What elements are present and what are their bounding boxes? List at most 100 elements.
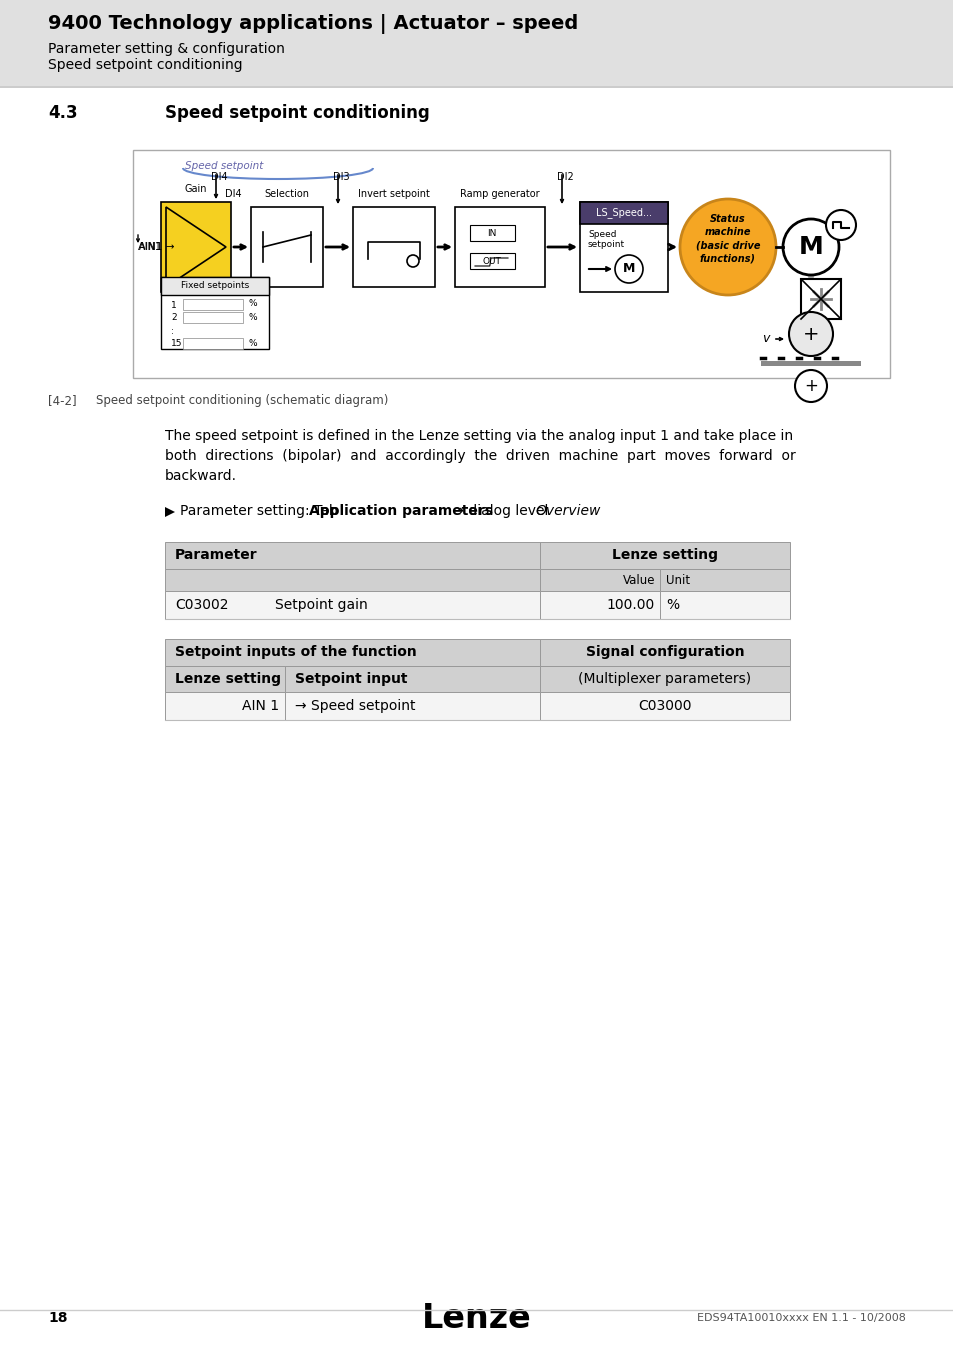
- Circle shape: [782, 219, 838, 275]
- Text: %: %: [665, 598, 679, 612]
- Bar: [161, 277, 269, 350]
- Text: Parameter setting & configuration: Parameter setting & configuration: [48, 42, 285, 55]
- Bar: [801, 279, 841, 319]
- Bar: [470, 225, 515, 242]
- Text: 18: 18: [48, 1311, 68, 1324]
- Text: Speed setpoint conditioning: Speed setpoint conditioning: [165, 104, 429, 122]
- Text: 4.3: 4.3: [48, 104, 77, 122]
- Bar: [165, 666, 285, 693]
- Text: Parameter: Parameter: [174, 548, 257, 562]
- Text: C03000: C03000: [638, 699, 691, 713]
- Bar: [0, 0, 953, 88]
- Bar: [579, 202, 667, 224]
- Circle shape: [825, 211, 855, 240]
- Circle shape: [407, 255, 418, 267]
- Bar: [165, 693, 285, 720]
- Text: DI4: DI4: [225, 189, 241, 198]
- Bar: [470, 252, 515, 269]
- Text: Speed
setpoint: Speed setpoint: [587, 230, 624, 250]
- Bar: [165, 541, 539, 568]
- Text: M: M: [798, 235, 822, 259]
- Text: +: +: [803, 377, 817, 396]
- Circle shape: [794, 370, 826, 402]
- Polygon shape: [165, 508, 174, 517]
- Bar: [539, 591, 659, 620]
- Text: 9400 Technology applications | Actuator – speed: 9400 Technology applications | Actuator …: [48, 14, 578, 34]
- Text: Speed setpoint conditioning (schematic diagram): Speed setpoint conditioning (schematic d…: [96, 394, 388, 406]
- Text: AIN1 →: AIN1 →: [138, 242, 174, 252]
- Circle shape: [615, 255, 642, 284]
- Bar: [539, 541, 789, 568]
- Text: Lenze setting: Lenze setting: [174, 672, 281, 686]
- Text: The speed setpoint is defined in the Lenze setting via the analog input 1 and ta: The speed setpoint is defined in the Len…: [165, 429, 792, 443]
- Text: 15: 15: [171, 339, 182, 348]
- Text: v: v: [761, 332, 769, 346]
- Text: M: M: [622, 262, 635, 275]
- Bar: [353, 207, 435, 288]
- Text: Speed setpoint: Speed setpoint: [185, 161, 263, 171]
- Bar: [539, 568, 659, 591]
- Bar: [659, 591, 789, 620]
- Text: Overview: Overview: [536, 504, 600, 518]
- Text: LS_Speed...: LS_Speed...: [596, 208, 651, 219]
- Text: %: %: [249, 300, 257, 309]
- Bar: [539, 693, 789, 720]
- Text: EDS94TA10010xxxx EN 1.1 - 10/2008: EDS94TA10010xxxx EN 1.1 - 10/2008: [697, 1314, 905, 1323]
- Text: Setpoint input: Setpoint input: [294, 672, 407, 686]
- Text: Gain: Gain: [185, 184, 207, 194]
- Text: :: :: [171, 327, 173, 336]
- Bar: [161, 277, 269, 296]
- Bar: [455, 207, 544, 288]
- Bar: [165, 639, 539, 666]
- Text: +: +: [801, 324, 819, 343]
- Text: Setpoint gain: Setpoint gain: [274, 598, 367, 612]
- Text: %: %: [249, 339, 257, 347]
- Text: DI2: DI2: [557, 171, 573, 182]
- Bar: [183, 312, 243, 323]
- Text: 1: 1: [171, 301, 176, 309]
- Bar: [285, 693, 539, 720]
- Text: Lenze: Lenze: [421, 1301, 532, 1335]
- Text: Application parameters: Application parameters: [309, 504, 493, 518]
- Text: Speed setpoint conditioning: Speed setpoint conditioning: [48, 58, 242, 72]
- Text: Setpoint inputs of the function: Setpoint inputs of the function: [174, 645, 416, 659]
- Bar: [539, 666, 789, 693]
- Text: [4-2]: [4-2]: [48, 394, 76, 406]
- Bar: [251, 207, 323, 288]
- Text: (Multiplexer parameters): (Multiplexer parameters): [578, 672, 751, 686]
- Text: IN: IN: [487, 228, 497, 238]
- Bar: [161, 202, 231, 292]
- Text: Invert setpoint: Invert setpoint: [357, 189, 430, 198]
- Text: DI4: DI4: [211, 171, 228, 182]
- Text: both  directions  (bipolar)  and  accordingly  the  driven  machine  part  moves: both directions (bipolar) and accordingl…: [165, 450, 795, 463]
- Bar: [659, 568, 789, 591]
- Text: Lenze setting: Lenze setting: [612, 548, 718, 562]
- Bar: [285, 666, 539, 693]
- Text: → Speed setpoint: → Speed setpoint: [294, 699, 416, 713]
- Text: AIN 1: AIN 1: [242, 699, 278, 713]
- Bar: [183, 338, 243, 350]
- Bar: [165, 568, 539, 591]
- Text: Status
machine
(basic drive
functions): Status machine (basic drive functions): [695, 215, 760, 263]
- Circle shape: [679, 198, 775, 296]
- Text: → dialog level: → dialog level: [448, 504, 553, 518]
- Text: C03002: C03002: [174, 598, 229, 612]
- Bar: [760, 360, 861, 366]
- Text: Selection: Selection: [264, 189, 309, 198]
- Text: Signal configuration: Signal configuration: [585, 645, 743, 659]
- Polygon shape: [166, 207, 226, 288]
- Text: %: %: [249, 312, 257, 321]
- Bar: [539, 639, 789, 666]
- Text: Unit: Unit: [665, 574, 689, 586]
- Text: AIN1: AIN1: [139, 242, 162, 252]
- Text: OUT: OUT: [482, 256, 501, 266]
- Circle shape: [788, 312, 832, 356]
- Bar: [0, 86, 953, 88]
- Text: Fixed setpoints: Fixed setpoints: [181, 282, 249, 290]
- Bar: [132, 150, 889, 378]
- Text: Value: Value: [622, 574, 655, 586]
- Bar: [579, 202, 667, 292]
- Text: 2: 2: [171, 313, 176, 323]
- Text: DI3: DI3: [333, 171, 349, 182]
- Bar: [183, 298, 243, 311]
